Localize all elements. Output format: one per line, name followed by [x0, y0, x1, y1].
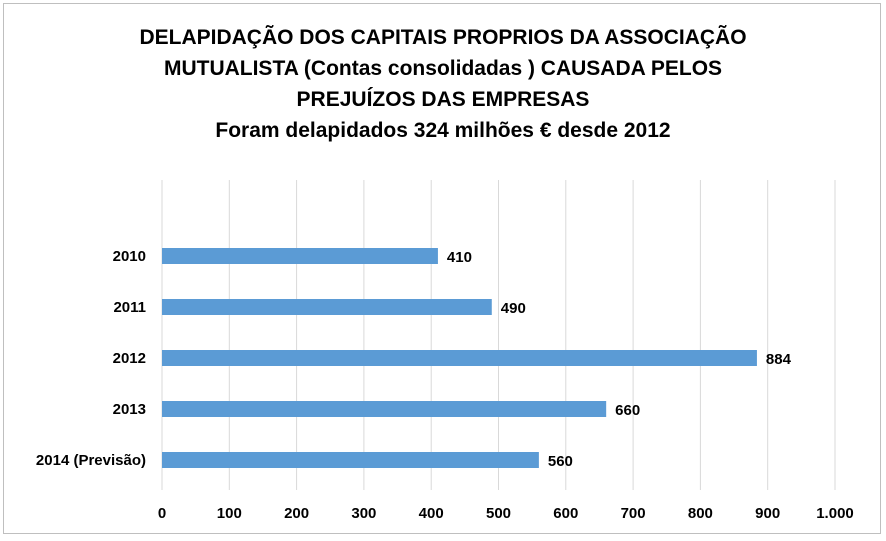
x-tick-label: 200	[284, 505, 309, 522]
x-tick-label: 700	[621, 505, 646, 522]
y-category-label: 2012	[113, 350, 146, 367]
bar	[162, 299, 492, 315]
data-label: 884	[766, 351, 792, 368]
x-tick-label: 900	[755, 505, 780, 522]
bar	[162, 401, 607, 417]
x-tick-label: 500	[486, 505, 511, 522]
y-category-label: 2010	[113, 248, 146, 265]
data-label: 560	[548, 453, 573, 470]
bar	[162, 452, 539, 468]
x-tick-label: 600	[553, 505, 578, 522]
x-tick-label: 100	[217, 505, 242, 522]
title-line-2: MUTUALISTA (Contas consolidadas ) CAUSAD…	[163, 57, 723, 80]
y-category-label: 2011	[113, 299, 146, 316]
title-line-3: PREJUÍZOS DAS EMPRESAS	[296, 88, 590, 111]
x-tick-label: 800	[688, 505, 713, 522]
bar	[162, 248, 438, 264]
chart-title: DELAPIDAÇÃO DOS CAPITAIS PROPRIOS DA ASS…	[0, 22, 886, 146]
x-tick-label: 0	[158, 505, 166, 522]
chart-frame	[3, 3, 881, 534]
y-category-label: 2014 (Previsão)	[36, 452, 146, 469]
x-tick-label: 300	[351, 505, 376, 522]
title-line-4: Foram delapidados 324 milhões € desde 20…	[215, 119, 671, 142]
data-label: 410	[447, 249, 472, 266]
data-label: 490	[501, 300, 526, 317]
x-tick-label: 1.000	[816, 505, 854, 522]
y-category-label: 2013	[113, 401, 146, 418]
data-label: 660	[615, 402, 640, 419]
x-tick-label: 400	[419, 505, 444, 522]
bar	[162, 350, 757, 366]
title-line-1: DELAPIDAÇÃO DOS CAPITAIS PROPRIOS DA ASS…	[139, 26, 747, 49]
